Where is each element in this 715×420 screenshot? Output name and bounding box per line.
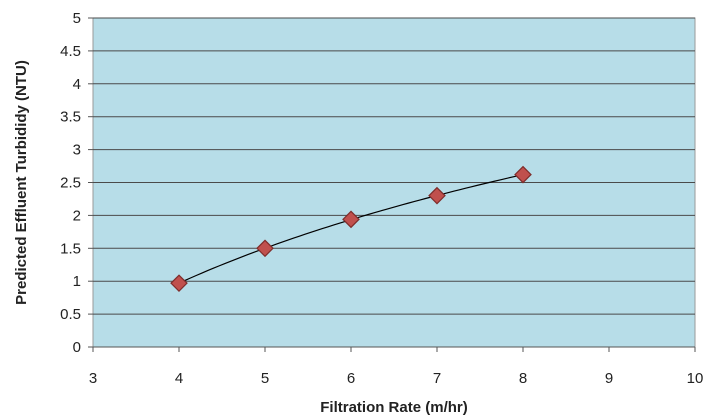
data-point bbox=[342, 210, 360, 229]
y-tick-label: 2.5 bbox=[60, 175, 81, 192]
y-tick-label: 1.5 bbox=[60, 240, 81, 257]
y-tick-label: 5 bbox=[73, 10, 81, 27]
x-tick-label: 6 bbox=[347, 370, 355, 387]
y-tick-label: 4 bbox=[73, 76, 81, 93]
y-axis-title: Predicted Effluent Turbididy (NTU) bbox=[13, 60, 30, 305]
x-tick-label: 3 bbox=[89, 370, 97, 387]
data-point bbox=[170, 274, 188, 293]
y-axis-tick-labels: 0 0.5 1 1.5 2 2.5 3 3.5 4 4.5 5 bbox=[60, 10, 81, 356]
y-tick-label: 1 bbox=[73, 273, 81, 290]
y-tick-label: 3 bbox=[73, 142, 81, 159]
x-tick-label: 5 bbox=[261, 370, 269, 387]
gridlines bbox=[88, 17, 696, 352]
x-tick-label: 9 bbox=[605, 370, 613, 387]
y-tick-label: 0 bbox=[73, 339, 81, 356]
x-tick-label: 8 bbox=[519, 370, 527, 387]
x-tick-label: 7 bbox=[433, 370, 441, 387]
y-tick-label: 3.5 bbox=[60, 109, 81, 126]
data-point bbox=[428, 186, 446, 205]
x-tick-label: 4 bbox=[175, 370, 183, 387]
y-tick-label: 2 bbox=[73, 207, 81, 224]
x-axis-tick-labels: 3 4 5 6 7 8 9 10 bbox=[89, 370, 704, 387]
y-tick-label: 0.5 bbox=[60, 306, 81, 323]
data-point bbox=[514, 165, 532, 184]
y-tick-label: 4.5 bbox=[60, 43, 81, 60]
x-axis-title: Filtration Rate (m/hr) bbox=[320, 399, 468, 416]
data-points bbox=[170, 165, 532, 293]
data-point bbox=[256, 239, 274, 258]
x-tick-label: 10 bbox=[687, 370, 704, 387]
